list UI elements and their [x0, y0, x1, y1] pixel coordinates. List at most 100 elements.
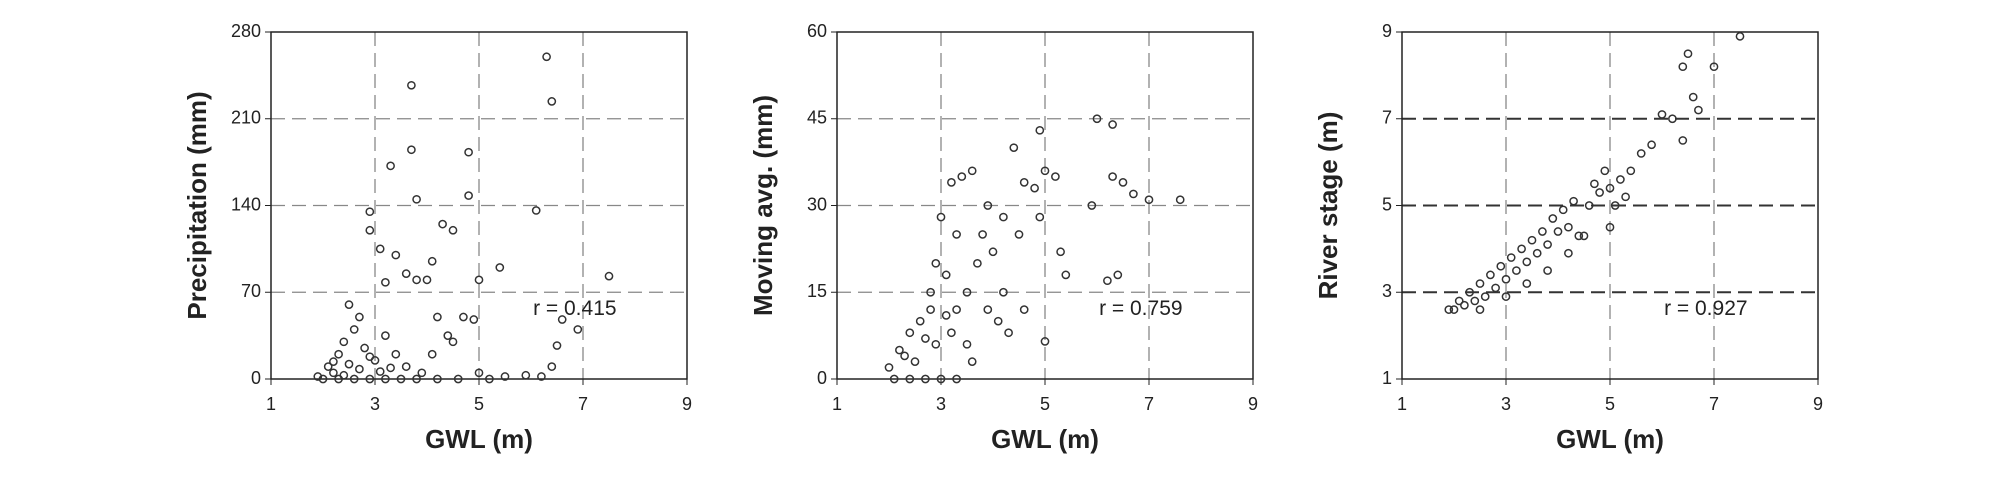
x-tick-label: 3	[370, 394, 380, 414]
annotation: r = 0.415	[533, 297, 616, 320]
point	[936, 212, 946, 222]
x-axis-label: GWL (m)	[425, 424, 533, 454]
point	[381, 277, 390, 287]
point	[973, 258, 982, 268]
point	[433, 374, 442, 384]
point	[936, 374, 946, 384]
point	[1574, 231, 1584, 241]
point	[1175, 195, 1185, 205]
point	[412, 275, 421, 285]
point	[469, 315, 479, 324]
point	[884, 363, 894, 372]
x-tick-label: 9	[1248, 394, 1258, 414]
point	[1465, 287, 1474, 297]
point	[313, 372, 323, 381]
point	[1454, 296, 1464, 306]
point	[365, 225, 375, 235]
point	[1621, 192, 1630, 202]
point	[1647, 140, 1656, 150]
y-tick-label: 70	[241, 281, 261, 301]
point	[464, 191, 473, 200]
point	[391, 349, 401, 359]
point	[1040, 337, 1050, 346]
point	[573, 325, 583, 334]
point	[1605, 222, 1615, 232]
point	[1517, 244, 1526, 254]
point	[1553, 227, 1563, 236]
y-tick-label: 7	[1382, 108, 1392, 128]
point	[407, 80, 416, 90]
point	[464, 147, 473, 157]
point	[915, 316, 925, 326]
y-tick-label: 3	[1382, 281, 1392, 301]
point	[1616, 175, 1625, 184]
point	[355, 312, 364, 322]
point	[1475, 279, 1485, 288]
point	[1668, 114, 1677, 124]
point	[427, 349, 437, 359]
point	[921, 374, 930, 384]
y-tick-label: 280	[231, 21, 261, 41]
point	[1019, 305, 1029, 314]
point	[531, 206, 541, 215]
annotation: r = 0.927	[1664, 297, 1747, 320]
x-tick-label: 7	[1709, 394, 1719, 414]
point	[386, 363, 395, 373]
point	[1564, 222, 1573, 232]
point	[1004, 328, 1013, 338]
point	[900, 351, 909, 361]
y-tick-label: 60	[807, 21, 827, 41]
point	[1694, 105, 1703, 115]
x-tick-label: 5	[1040, 394, 1050, 414]
point	[344, 359, 354, 369]
point	[1040, 166, 1050, 176]
x-axis-label: GWL (m)	[1556, 424, 1664, 454]
point	[1522, 257, 1532, 267]
plot-frame	[1401, 31, 1819, 380]
point	[401, 269, 411, 279]
point	[1709, 62, 1719, 72]
point	[1496, 261, 1506, 271]
point	[339, 370, 349, 380]
point	[1626, 166, 1636, 176]
point	[417, 368, 427, 378]
point	[1527, 235, 1537, 245]
point	[947, 328, 956, 338]
x-axis-label: GWL (m)	[991, 424, 1099, 454]
point	[1019, 178, 1029, 187]
point	[349, 325, 359, 334]
point	[1569, 196, 1578, 206]
point	[459, 312, 468, 322]
point	[1543, 266, 1552, 275]
point	[1543, 240, 1552, 249]
plot-frame	[836, 31, 1254, 380]
point	[365, 352, 375, 362]
point	[952, 374, 961, 384]
point	[947, 178, 956, 187]
point	[1600, 166, 1610, 176]
point	[344, 300, 354, 309]
point	[931, 339, 941, 349]
point	[1735, 31, 1745, 41]
point	[926, 287, 935, 297]
point	[1501, 292, 1511, 301]
point	[941, 311, 951, 320]
point	[318, 374, 328, 384]
point	[1103, 276, 1112, 286]
point	[365, 374, 375, 384]
point	[1610, 201, 1620, 210]
point	[1678, 62, 1688, 72]
point	[978, 230, 987, 239]
point	[1522, 279, 1532, 288]
point	[453, 374, 463, 384]
point	[1584, 201, 1594, 210]
point	[999, 212, 1008, 222]
point	[375, 244, 385, 254]
point	[448, 337, 458, 347]
point	[1688, 92, 1698, 102]
y-tick-label: 30	[807, 194, 827, 214]
point	[941, 270, 951, 280]
point	[988, 247, 998, 257]
